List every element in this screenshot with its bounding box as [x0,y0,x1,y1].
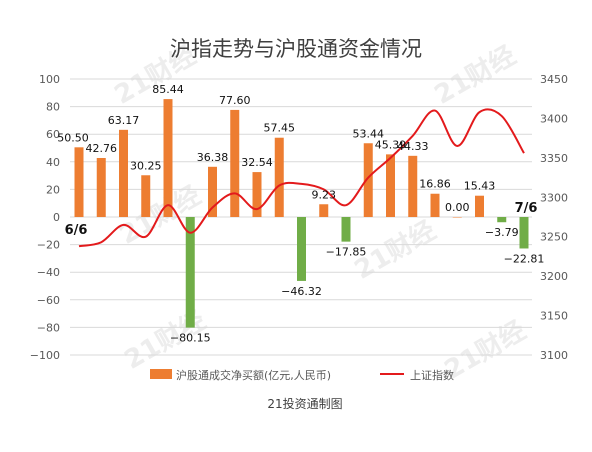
bar [119,129,128,217]
bar-data-label: −3.79 [485,226,519,239]
bar-data-label: 57.45 [264,122,296,135]
bar [230,109,240,217]
bar-data-label: 15.43 [464,180,496,193]
start-date-label: 6/6 [65,223,88,238]
legend-line-label: 上证指数 [410,368,454,382]
bar-data-label: 16.86 [419,178,451,191]
bar-data-label: 30.25 [130,159,162,172]
left-axis-tick-label: 80 [46,101,60,114]
right-axis-tick-label: 3450 [540,73,568,86]
bar [96,157,106,217]
bar-data-label: 36.38 [197,151,229,164]
bar-data-label: 50.50 [57,131,89,144]
bar [519,217,529,249]
source-note: 21投资通制图 [267,396,342,411]
right-axis-tick-label: 3350 [540,152,568,165]
left-axis-tick-label: 100 [39,73,60,86]
bar [141,175,151,217]
bar-data-label: 85.44 [152,83,184,96]
bar-data-label: 0.00 [445,201,470,214]
bar [497,217,507,223]
bar [297,217,306,281]
bar-data-label: 32.54 [241,156,273,169]
right-axis-tick-label: 3300 [540,191,568,204]
chart-title: 沪指走势与沪股通资金情况 [170,37,422,61]
bar [208,166,217,217]
bar-data-label: 9.23 [312,188,337,201]
bar-data-label: 42.76 [86,142,118,155]
left-axis-tick-label: −40 [37,266,60,279]
bar-data-label: 44.33 [397,140,429,153]
bar [341,217,351,242]
left-axis-tick-label: −100 [30,349,60,362]
left-axis-tick-label: 20 [46,183,60,196]
left-axis-ticks: −100 −80 −60 −40 −20 0 20 40 60 80 100 [30,73,60,362]
legend-bar-swatch [150,369,172,379]
bar [452,217,462,218]
bar-data-label: −22.81 [504,252,545,265]
bar-data-label: −46.32 [281,285,322,298]
bar-data-label: −80.15 [170,332,211,345]
left-axis-tick-label: −80 [37,321,60,334]
bar [74,147,84,217]
bar [319,204,329,217]
right-axis-ticks: 3100 3150 3200 3250 3300 3350 3400 3450 [540,73,568,362]
bar [363,143,373,217]
right-axis-tick-label: 3200 [540,270,568,283]
bar [185,217,195,328]
end-date-label: 7/6 [515,201,538,216]
bar-data-label: −17.85 [326,246,367,259]
left-axis-tick-label: 0 [53,211,60,224]
legend-bar-label: 沪股通成交净买额(亿元,人民币) [176,368,331,382]
right-axis-tick-label: 3250 [540,231,568,244]
bar [430,193,440,217]
bar [408,155,418,217]
left-axis-tick-label: 60 [46,128,60,141]
left-axis-tick-label: −60 [37,294,60,307]
right-axis-tick-label: 3150 [540,310,568,323]
bar [163,99,173,217]
bar [252,172,262,217]
bar-data-label: 45.39 [375,138,407,151]
right-axis-tick-label: 3100 [540,349,568,362]
bar [386,154,395,217]
left-axis-tick-label: −20 [37,239,60,252]
bar-data-label: 77.60 [219,94,251,107]
shanghai-index-line [78,108,525,248]
left-axis-tick-label: 40 [46,156,60,169]
legend: 沪股通成交净买额(亿元,人民币) 上证指数 [150,368,454,382]
bar-data-label: 63.17 [108,114,140,127]
right-axis-tick-label: 3400 [540,112,568,125]
bar-series [74,99,529,328]
bar-data-label: 53.44 [353,127,385,140]
bar [475,195,484,217]
bar [274,137,284,217]
